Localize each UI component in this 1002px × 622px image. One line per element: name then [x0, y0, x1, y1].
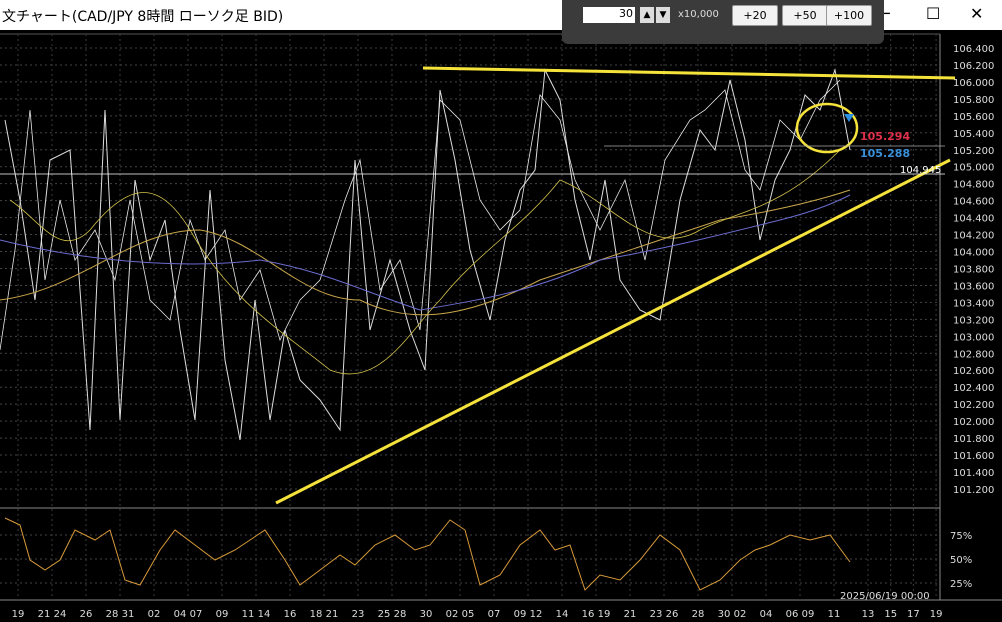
window-title: 文チャート(CAD/JPY 8時間 ローソク足 BID)	[2, 9, 284, 25]
resistance-line	[422, 66, 956, 80]
price-label: 102.400	[953, 383, 994, 394]
order-toolbar: 30 ▲ ▼ x10,000 +20 +50 +100	[562, 0, 884, 44]
price-label: 104.800	[953, 180, 994, 191]
date-label: 16 19	[582, 609, 611, 620]
price-label: 101.800	[953, 434, 994, 445]
date-label: 15	[884, 609, 897, 620]
close-button[interactable]: ✕	[970, 4, 984, 23]
moving-average	[0, 194, 851, 311]
date-label: 16	[284, 609, 297, 620]
quantity-unit: x10,000	[678, 9, 719, 20]
date-label: 04	[760, 609, 773, 620]
price-label: 103.400	[953, 298, 994, 309]
price-label: 102.200	[953, 400, 994, 411]
chart-bg	[0, 31, 1002, 622]
price-label: 104.200	[953, 231, 994, 242]
date-label: 13	[862, 609, 875, 620]
price-label: 101.600	[953, 451, 994, 462]
highlight-ellipse	[795, 102, 859, 154]
date-label: 09	[216, 609, 229, 620]
date-label: 23	[352, 609, 365, 620]
date-label: 11 14	[242, 609, 271, 620]
date-label: 14	[556, 609, 569, 620]
oscillator-label: 25%	[950, 579, 972, 590]
price-label: 104.000	[953, 248, 994, 259]
minimize-button[interactable]: ─	[880, 4, 890, 23]
decrease-button[interactable]: ▼	[656, 7, 670, 23]
price-label: 103.800	[953, 264, 994, 275]
price-label: 105.200	[953, 146, 994, 157]
date-label: 09 12	[514, 609, 543, 620]
maximize-button[interactable]: ☐	[926, 4, 941, 23]
price-label: 105.400	[953, 129, 994, 140]
price-label: 106.200	[953, 61, 994, 72]
date-label: 28 31	[106, 609, 135, 620]
quantity-input[interactable]: 30	[583, 7, 635, 23]
oscillator-label: 75%	[950, 531, 972, 542]
date-label: 02 05	[446, 609, 475, 620]
line-price-tag: 104.945	[900, 165, 941, 176]
support-line	[275, 158, 951, 505]
price-label: 102.600	[953, 366, 994, 377]
marker	[844, 114, 854, 122]
moving-average	[9, 149, 841, 375]
date-label: 02	[148, 609, 161, 620]
price-label: 103.000	[953, 332, 994, 343]
date-label: 21	[624, 609, 637, 620]
price-label: 102.000	[953, 417, 994, 428]
date-label: 25 28	[378, 609, 407, 620]
date-label: 23 26	[650, 609, 679, 620]
price-label: 101.400	[953, 468, 994, 479]
add-button[interactable]: +100	[826, 5, 872, 26]
date-label: 30	[420, 609, 433, 620]
moving-average	[0, 189, 851, 316]
date-label: 18 21	[310, 609, 339, 620]
price-label: 105.000	[953, 163, 994, 174]
price-label: 103.600	[953, 281, 994, 292]
price-label: 104.600	[953, 197, 994, 208]
date-label: 06 09	[786, 609, 815, 620]
price-label: 103.200	[953, 315, 994, 326]
price-label: 105.600	[953, 112, 994, 123]
price-label: 106.400	[953, 44, 994, 55]
date-label: 07	[488, 609, 501, 620]
price-label: 105.800	[953, 95, 994, 106]
price-label: 104.400	[953, 214, 994, 225]
add-button[interactable]: +50	[782, 5, 828, 26]
date-label: 28	[692, 609, 705, 620]
date-label: 30 02	[718, 609, 747, 620]
cursor-time: 2025/06/19 00:00	[840, 591, 930, 602]
bid-price-tag: 105.288	[860, 147, 910, 160]
date-label: 04 07	[174, 609, 203, 620]
date-label: 17	[907, 609, 920, 620]
date-label: 19	[12, 609, 25, 620]
price-label: 101.200	[953, 485, 994, 496]
date-label: 19	[930, 609, 943, 620]
grid	[0, 34, 940, 600]
price-label: 106.000	[953, 78, 994, 89]
price-label: 102.800	[953, 349, 994, 360]
ask-price-tag: 105.294	[860, 130, 910, 143]
date-label: 26	[80, 609, 93, 620]
oscillator-label: 50%	[950, 555, 972, 566]
increase-button[interactable]: ▲	[640, 7, 654, 23]
date-label: 21 24	[38, 609, 67, 620]
add-button[interactable]: +20	[732, 5, 778, 26]
date-label: 11	[828, 609, 841, 620]
